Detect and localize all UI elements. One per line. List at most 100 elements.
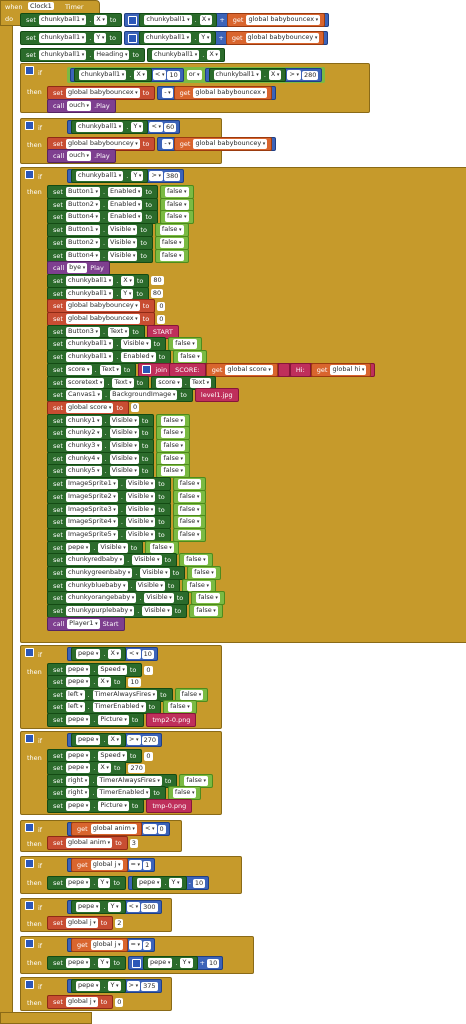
component-dropdown[interactable]: pepe	[65, 677, 91, 688]
number-field[interactable]: 0	[144, 751, 153, 761]
number-field[interactable]: 80	[151, 276, 164, 286]
component-dropdown[interactable]: chunky1	[65, 415, 102, 426]
property-dropdown[interactable]: Visible	[125, 529, 156, 540]
component-dropdown[interactable]: scoretext	[65, 377, 105, 388]
gear-icon[interactable]	[132, 958, 141, 968]
component-dropdown[interactable]: left	[65, 702, 85, 713]
boolean-block[interactable]: false	[154, 248, 189, 263]
component-dropdown[interactable]: chunkybluebaby	[65, 580, 128, 591]
boolean-dropdown[interactable]: false	[179, 689, 204, 700]
boolean-dropdown[interactable]: false	[192, 568, 216, 578]
property-dropdown[interactable]: Visible	[121, 339, 151, 350]
text-value[interactable]: Hi:	[295, 365, 305, 374]
boolean-dropdown[interactable]: false	[168, 702, 192, 713]
boolean-block[interactable]: false	[145, 540, 179, 555]
gear-icon[interactable]	[25, 823, 34, 832]
boolean-block[interactable]: false	[154, 223, 189, 238]
property-dropdown[interactable]: BackgroundImage	[110, 390, 178, 401]
component-dropdown[interactable]: chunkyball1	[65, 288, 114, 299]
boolean-block[interactable]: false	[189, 604, 223, 619]
boolean-dropdown[interactable]: false	[161, 415, 186, 426]
gear-icon[interactable]	[25, 901, 34, 910]
boolean-block[interactable]: false	[156, 439, 191, 453]
property-dropdown[interactable]: Enabled	[108, 199, 143, 210]
component-dropdown[interactable]: chunkygreenbaby	[65, 568, 133, 578]
text-value[interactable]: START	[152, 327, 173, 336]
boolean-dropdown[interactable]: false	[164, 199, 189, 210]
number-field[interactable]: 270	[128, 763, 145, 773]
component-dropdown[interactable]: ImageSprite1	[65, 479, 118, 490]
component-dropdown[interactable]: score	[65, 364, 92, 375]
component-dropdown[interactable]: pepe	[65, 751, 91, 761]
component-dropdown[interactable]: chunky2	[65, 428, 102, 439]
y-greater-380[interactable]: chunkyball1.Y>380	[67, 169, 185, 183]
component-dropdown[interactable]: pepe	[65, 800, 91, 811]
event-component-dropdown[interactable]: Clock1	[28, 2, 54, 10]
component-dropdown[interactable]: Button2	[65, 199, 100, 210]
boolean-dropdown[interactable]: false	[164, 212, 189, 223]
component-dropdown[interactable]: chunkyball1	[65, 339, 114, 350]
component-dropdown[interactable]: pepe	[65, 763, 91, 774]
component-dropdown[interactable]: ImageSprite5	[65, 529, 118, 540]
boolean-dropdown[interactable]: false	[172, 788, 197, 799]
or-condition[interactable]: chunkyball1.X<10 or chunkyball1.X>280	[67, 67, 326, 83]
component-dropdown[interactable]: Button1	[65, 225, 100, 236]
property-dropdown[interactable]: Visible	[142, 606, 172, 617]
boolean-dropdown[interactable]: false	[177, 479, 202, 490]
property-dropdown[interactable]: Visible	[109, 466, 139, 477]
property-dropdown[interactable]: Visible	[144, 593, 174, 604]
property-dropdown[interactable]: Enabled	[108, 212, 143, 223]
gear-icon[interactable]	[25, 121, 34, 130]
gear-icon[interactable]	[25, 66, 34, 75]
boolean-dropdown[interactable]: false	[177, 529, 202, 540]
y-less-60[interactable]: chunkyball1.Y<60	[67, 120, 181, 134]
boolean-dropdown[interactable]: false	[150, 542, 174, 553]
component-dropdown[interactable]: ImageSprite3	[65, 504, 118, 515]
property-dropdown[interactable]: Text	[108, 326, 130, 337]
variable-dropdown[interactable]: global babybouncex	[65, 314, 140, 324]
property-dropdown[interactable]: Text	[99, 364, 121, 375]
boolean-dropdown[interactable]: false	[187, 580, 212, 591]
boolean-dropdown[interactable]: false	[161, 441, 186, 451]
text-block[interactable]: tmp-0.png	[146, 798, 193, 813]
statement-row[interactable]: callPlayer1Start	[47, 616, 125, 631]
component-dropdown[interactable]: chunky4	[65, 453, 102, 464]
number-field[interactable]: 10	[128, 677, 141, 687]
property-dropdown[interactable]: Picture	[98, 714, 129, 725]
boolean-block[interactable]: false	[191, 591, 225, 606]
property-dropdown[interactable]: Visible	[98, 542, 128, 553]
